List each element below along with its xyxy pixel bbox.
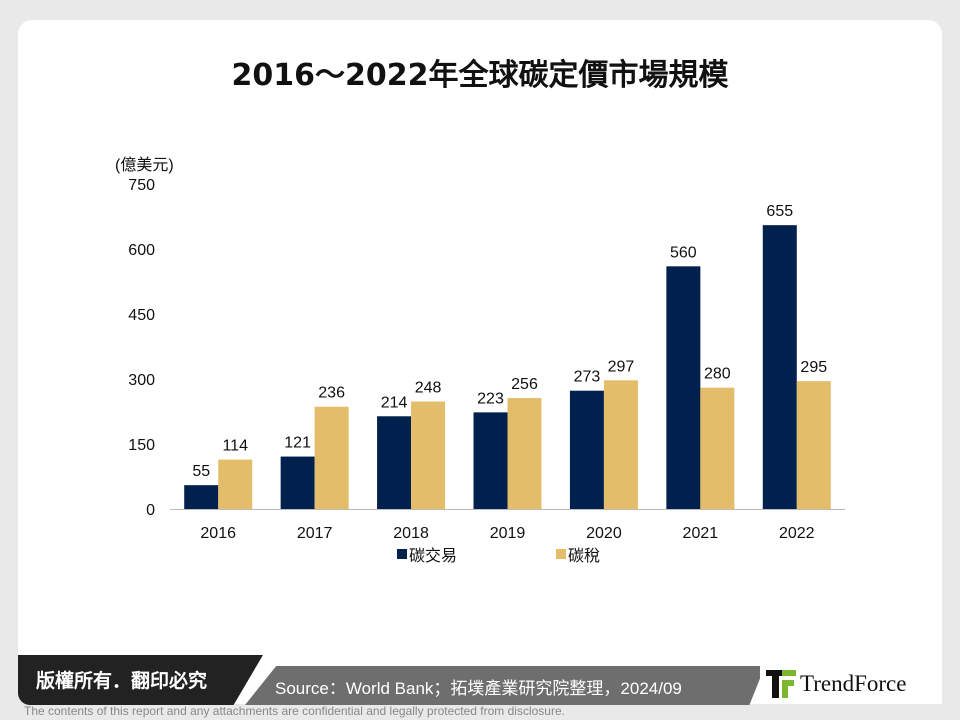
bar-carbon-trading <box>762 225 797 509</box>
legend-label: 碳稅 <box>568 547 600 565</box>
x-tick-label: 2022 <box>779 525 815 542</box>
x-tick-label: 2021 <box>683 525 719 542</box>
y-tick-label: 600 <box>128 242 155 259</box>
x-tick-label: 2016 <box>200 525 236 542</box>
bar-carbon-tax <box>411 401 446 509</box>
bar-carbon-tax <box>796 381 831 509</box>
data-label: 236 <box>318 385 345 402</box>
bar-carbon-trading <box>184 485 219 509</box>
x-tick-label: 2019 <box>490 525 526 542</box>
page-title: 2016～2022年全球碳定價市場規模 <box>231 58 729 93</box>
bar-carbon-tax <box>507 398 542 509</box>
logo-mark-icon <box>766 670 796 698</box>
copyright-band: 版權所有．翻印必究 <box>18 655 263 705</box>
bar-carbon-tax <box>603 380 638 509</box>
data-label: 223 <box>477 390 504 407</box>
bar-carbon-trading <box>473 412 508 509</box>
bar-carbon-tax <box>218 459 253 509</box>
data-label: 55 <box>192 463 210 480</box>
data-label: 295 <box>800 359 827 376</box>
legend-swatch <box>556 549 566 559</box>
x-tick-label: 2018 <box>393 525 429 542</box>
data-label: 214 <box>381 394 408 411</box>
bar-carbon-trading <box>280 456 315 509</box>
copyright-text: 版權所有．翻印必究 <box>36 670 208 692</box>
x-tick-label: 2020 <box>586 525 622 542</box>
data-label: 114 <box>222 438 248 455</box>
disclaimer: The contents of this report and any atta… <box>24 704 565 718</box>
data-label: 280 <box>704 366 731 383</box>
data-label: 256 <box>511 376 538 393</box>
bar-carbon-trading <box>666 266 701 509</box>
bar-carbon-tax <box>314 406 349 509</box>
y-tick-label: 150 <box>128 437 155 454</box>
y-tick-label: 0 <box>146 502 155 519</box>
data-label: 560 <box>670 244 697 261</box>
source-band: Source：World Bank；拓墣產業研究院整理，2024/09 <box>245 666 765 705</box>
y-tick-label: 300 <box>128 372 155 389</box>
y-axis-label: (億美元) <box>115 156 174 174</box>
bar-carbon-trading <box>569 390 604 509</box>
data-label: 655 <box>766 203 793 220</box>
data-label: 121 <box>284 435 311 452</box>
source-text: Source：World Bank；拓墣產業研究院整理，2024/09 <box>275 679 682 698</box>
data-label: 297 <box>608 358 635 375</box>
data-label: 273 <box>574 369 601 386</box>
trendforce-logo: TrendForce <box>760 664 942 704</box>
logo-text: TrendForce <box>800 671 907 696</box>
y-tick-label: 750 <box>128 177 155 194</box>
legend-label: 碳交易 <box>409 547 457 565</box>
legend-swatch <box>397 549 407 559</box>
data-label: 248 <box>415 380 442 397</box>
x-tick-label: 2017 <box>297 525 333 542</box>
bar-carbon-tax <box>700 387 735 509</box>
bar-carbon-trading <box>377 416 412 509</box>
y-tick-label: 450 <box>128 307 155 324</box>
